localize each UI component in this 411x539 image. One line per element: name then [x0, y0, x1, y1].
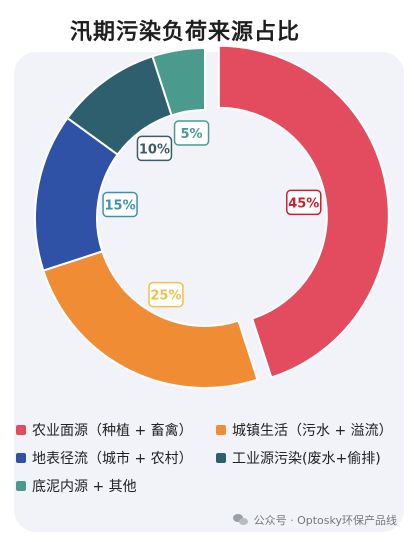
legend-item-2: 城镇生活（污水 + 溢流）: [216, 420, 393, 440]
legend-swatch: [216, 453, 226, 463]
legend-label: 地表径流（城市 + 农村）: [32, 451, 193, 467]
donut-slice-2: [42, 250, 259, 389]
slice-label-3: 15%: [102, 191, 138, 218]
slice-label-text: 5%: [181, 127, 203, 142]
slice-label-text: 15%: [104, 199, 135, 214]
slice-label-text: 25%: [150, 289, 181, 304]
slice-label-text: 10%: [139, 142, 170, 157]
slice-label-box: [102, 191, 138, 218]
footer: 公众号 · Optosky环保产品线: [232, 512, 397, 528]
legend-label: 工业源污染(废水+偷排): [232, 451, 381, 467]
legend-item-4: 工业源污染(废水+偷排): [216, 448, 381, 468]
chart-title: 汛期污染负荷来源占比: [69, 20, 300, 45]
slice-label-box: [148, 281, 184, 308]
legend-swatch: [16, 425, 26, 435]
slice-label-4: 10%: [136, 135, 173, 162]
slice-label-2: 25%: [148, 281, 184, 308]
legend-swatch: [16, 481, 26, 491]
legend-item-1: 农业面源（种植 + 畜禽）: [16, 420, 193, 440]
slice-label-1: 45%: [286, 189, 322, 216]
slice-label-box: [173, 120, 210, 146]
slice-label-box: [136, 135, 173, 162]
legend-label: 底泥内源 + 其他: [32, 479, 137, 495]
wechat-icon: [232, 514, 249, 526]
donut-slice-5: [151, 46, 206, 117]
legend-label: 城镇生活（污水 + 溢流）: [232, 423, 393, 439]
legend-label: 农业面源（种植 + 畜禽）: [32, 423, 193, 439]
legend-swatch: [216, 425, 226, 435]
legend-item-3: 地表径流（城市 + 农村）: [16, 448, 193, 468]
legend-item-5: 底泥内源 + 其他: [16, 476, 137, 496]
donut-slice-1: [217, 44, 390, 379]
slice-label-text: 45%: [288, 196, 319, 211]
slice-label-box: [286, 189, 322, 216]
footer-text: 公众号 · Optosky环保产品线: [253, 514, 397, 527]
legend-swatch: [16, 453, 26, 463]
slice-label-5: 5%: [173, 120, 210, 146]
